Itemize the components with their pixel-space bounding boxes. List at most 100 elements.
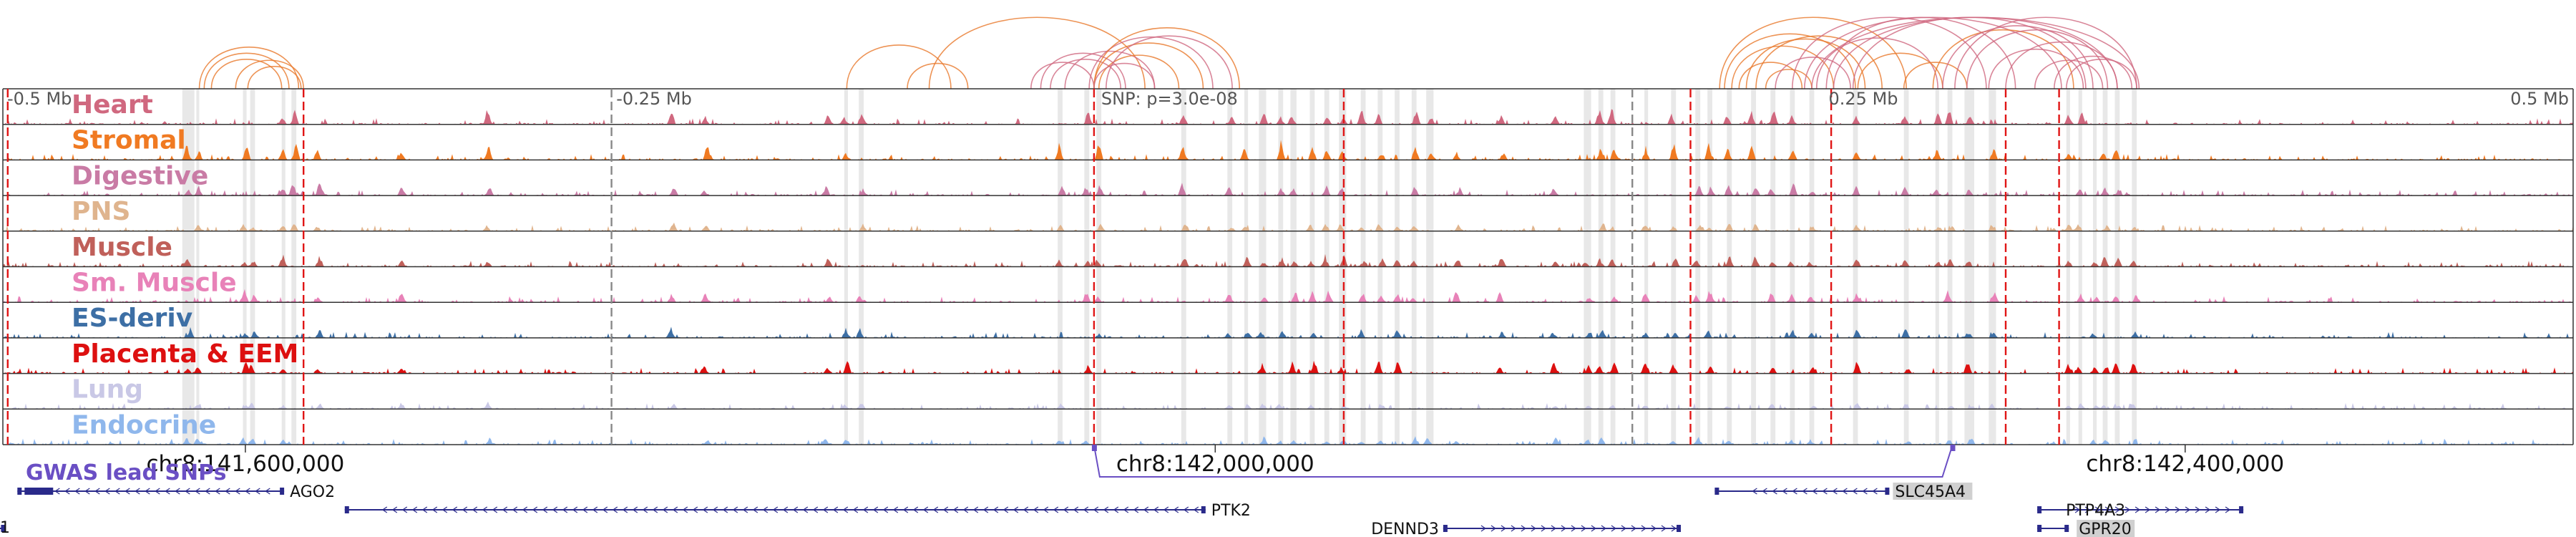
strand-arrow [542,506,548,513]
strand-arrow [1611,525,1616,532]
strand-arrow [622,506,628,513]
coordinate-label: chr8:142,000,000 [1116,451,1314,477]
track-label: ES-deriv [72,304,192,333]
strand-arrow [1123,506,1129,513]
strand-arrow [812,506,819,513]
track-signal-digestive [3,183,2573,196]
track-label: Heart [72,90,153,120]
interaction-arc-43 [2066,59,2137,90]
strand-arrow [205,488,210,495]
interaction-arc-7 [928,16,1146,90]
strand-arrow [1093,506,1099,513]
marker-lines [6,89,2060,445]
strand-arrow [732,506,738,513]
strand-arrow [462,506,468,513]
strand-arrow [114,488,120,495]
interaction-arc-2 [210,59,283,90]
gene-exon [1677,525,1681,532]
interaction-arcs [198,16,2140,90]
interaction-arc-30 [1825,16,2016,90]
strand-arrow [452,506,458,513]
scale-label: SNP: p=3.0e-08 [1101,89,1238,109]
interaction-arc-5 [846,44,952,90]
strand-arrow [2084,506,2091,513]
strand-arrow [1073,506,1079,513]
interaction-arc-14 [1093,42,1204,90]
strand-arrow [632,506,638,513]
strand-arrow [682,506,688,513]
strand-arrow [822,506,829,513]
strand-arrow [582,506,588,513]
strand-arrow [1581,525,1586,532]
gene-exon [1443,525,1448,532]
strand-arrow [2195,506,2201,513]
strand-arrow [185,488,190,495]
strand-arrow [235,488,240,495]
strand-arrow [942,506,949,513]
strand-arrow [1792,488,1797,495]
strand-arrow [672,506,678,513]
strand-arrow [1083,506,1089,513]
interaction-arc-39 [1988,49,2084,90]
strand-arrow [972,506,979,513]
strand-arrow [512,506,518,513]
strand-arrow [652,506,658,513]
gene-label-box [2077,520,2135,537]
gwas-snp-marker [1091,445,1097,451]
interaction-arc-33 [1857,52,1943,90]
interaction-arc-16 [1106,35,1233,90]
strand-arrow [1872,488,1878,495]
strand-arrow [125,488,130,495]
strand-arrow [1501,525,1506,532]
strand-arrow [612,506,618,513]
strand-arrow [1822,488,1828,495]
strand-arrow [2225,506,2231,513]
coordinate-label: chr8:141,600,000 [146,451,344,477]
strand-arrow [722,506,728,513]
strand-arrow [2104,506,2111,513]
strand-arrow [2094,506,2101,513]
strand-arrow [1043,506,1049,513]
gene-annotation-panel: chr8:141,600,000 chr8:142,000,000 chr8:142… [0,445,2284,537]
strand-arrow [2135,506,2141,513]
strand-arrow [84,488,90,495]
gene-exon [17,488,22,495]
interaction-arc-8 [1030,62,1095,90]
track-signal-endocrine [3,436,2573,445]
strand-arrow [2145,506,2151,513]
strand-arrow [1531,525,1536,532]
interaction-arc-37 [1954,16,2137,90]
strand-arrow [1651,525,1657,532]
gwas-snp-marker [1950,445,1956,451]
strand-arrow [1601,525,1606,532]
gene-fragment-label: 1 [0,519,10,537]
gene-label: PTK2 [1211,502,1251,520]
strand-arrow [1852,488,1858,495]
strand-arrow [792,506,799,513]
strand-arrow [932,506,939,513]
strand-arrow [94,488,100,495]
interaction-arc-21 [1738,62,1803,90]
scale-label: 0.5 Mb [2510,89,2569,109]
track-label: Sm. Muscle [72,268,237,298]
track-label: Endocrine [72,410,216,440]
strand-arrow [982,506,989,513]
interaction-arc-13 [1093,27,1240,90]
scale-label: 0.25 Mb [1829,89,1898,109]
track-label: Lung [72,375,143,405]
interaction-arc-17 [1093,62,1156,90]
interaction-arc-26 [1792,16,1987,90]
strand-arrow [832,506,839,513]
interaction-arc-24 [1765,69,1813,90]
strand-arrow [782,506,789,513]
strand-arrow [1511,525,1516,532]
gene-exon [280,488,285,495]
strand-arrow [1103,506,1109,513]
strand-arrow [421,506,428,513]
strand-arrow [1521,525,1526,532]
strand-arrow [104,488,110,495]
strand-arrow [912,506,919,513]
gwas-link-line [1093,445,1953,478]
strand-arrow [1480,525,1486,532]
track-label: PNS [72,197,130,226]
